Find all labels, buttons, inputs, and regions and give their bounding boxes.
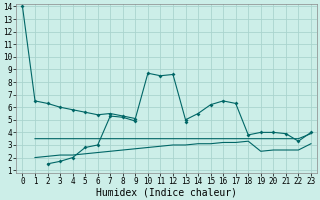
X-axis label: Humidex (Indice chaleur): Humidex (Indice chaleur): [96, 187, 237, 197]
